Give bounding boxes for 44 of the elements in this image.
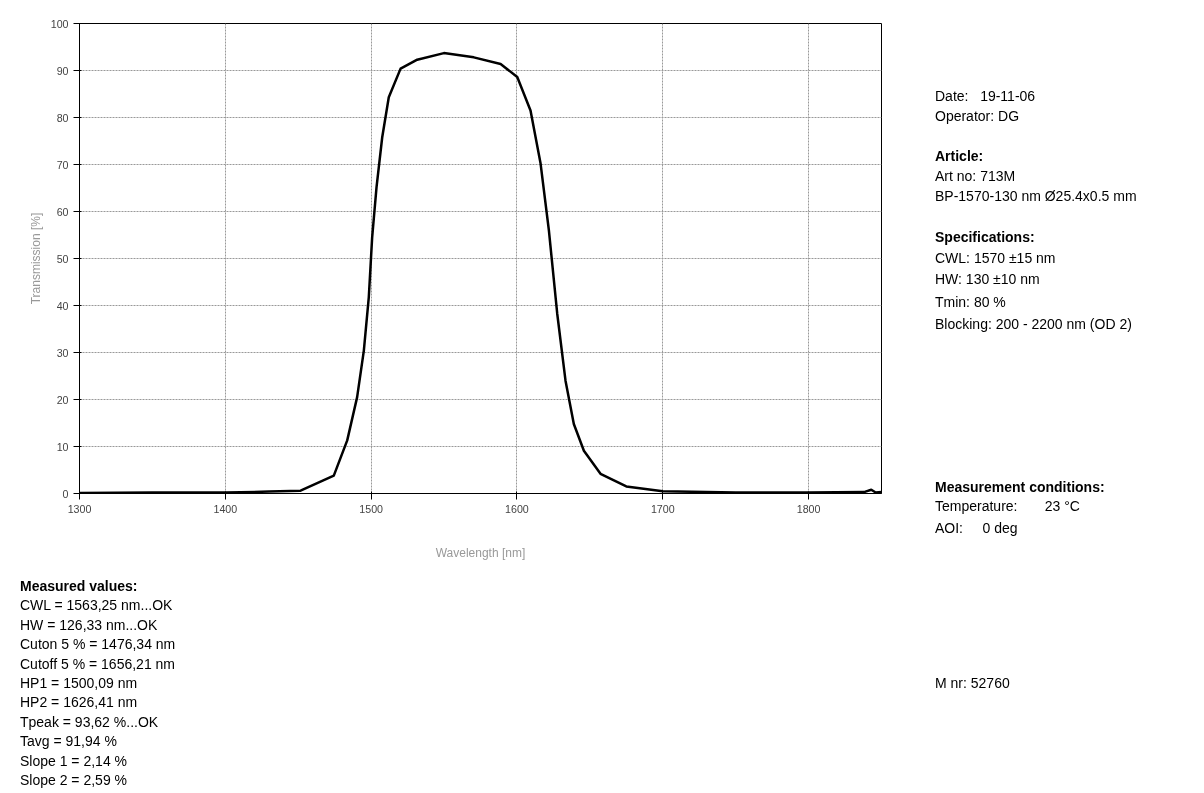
text: Measurement conditions:	[935, 478, 1105, 497]
text: CWL = 1563,25 nm...OK	[20, 596, 173, 616]
text: BP-1570-130 nm Ø25.4x0.5 mm	[935, 187, 1137, 206]
text: HW = 126,33 nm...OK	[20, 615, 158, 635]
x-axis-title: Wavelength [nm]	[435, 545, 526, 560]
y-tick-label: 20	[56, 393, 69, 406]
text: HW: 130 ±10 nm	[935, 270, 1040, 289]
y-tick-label: 90	[56, 64, 69, 77]
x-tick-label: 1600	[505, 502, 529, 515]
text: Tmin: 80 %	[935, 293, 1006, 312]
text: Measured values:	[20, 577, 138, 596]
y-tick-label: 60	[56, 205, 69, 218]
text: HP1 = 1500,09 nm	[20, 674, 138, 693]
x-tick-label: 1400	[213, 502, 238, 515]
text: AOI: 0 deg	[935, 519, 1018, 538]
x-tick-label: 1500	[359, 502, 384, 515]
text: Date: 19-11-06	[935, 87, 1036, 106]
x-tick-label: 1300	[67, 502, 92, 515]
x-tick-label: 1800	[796, 502, 821, 515]
y-tick-label: 30	[56, 346, 69, 359]
y-tick-label: 40	[56, 299, 69, 312]
x-tick-label: 1700	[650, 502, 675, 515]
text: Temperature: 23 °C	[935, 497, 1080, 516]
text: Cutoff 5 % = 1656,21 nm	[20, 654, 176, 674]
text: CWL: 1570 ±15 nm	[935, 249, 1056, 268]
text: Slope 1 = 2,14 %	[20, 751, 128, 771]
y-tick-label: 70	[56, 158, 69, 171]
text: Operator: DG	[935, 107, 1020, 126]
y-tick-label: 100	[50, 17, 69, 30]
text: Slope 2 = 2,59 %	[20, 771, 128, 790]
text: Specifications:	[935, 228, 1035, 247]
y-tick-label: 10	[56, 440, 69, 453]
y-tick-label: 80	[56, 111, 69, 124]
y-tick-label: 50	[56, 252, 69, 265]
text: Tavg = 91,94 %	[20, 732, 117, 752]
text: Blocking: 200 - 2200 nm (OD 2)	[935, 315, 1132, 334]
text: Article:	[935, 147, 984, 166]
text: M nr: 52760	[935, 674, 1010, 693]
y-axis-title: Transmission [%]	[28, 212, 43, 305]
text: HP2 = 1626,41 nm	[20, 693, 138, 713]
text: Art no: 713M	[935, 167, 1016, 186]
text: Tpeak = 93,62 %...OK	[20, 712, 159, 732]
y-tick-label: 0	[62, 487, 69, 500]
text: Cuton 5 % = 1476,34 nm	[20, 635, 176, 655]
